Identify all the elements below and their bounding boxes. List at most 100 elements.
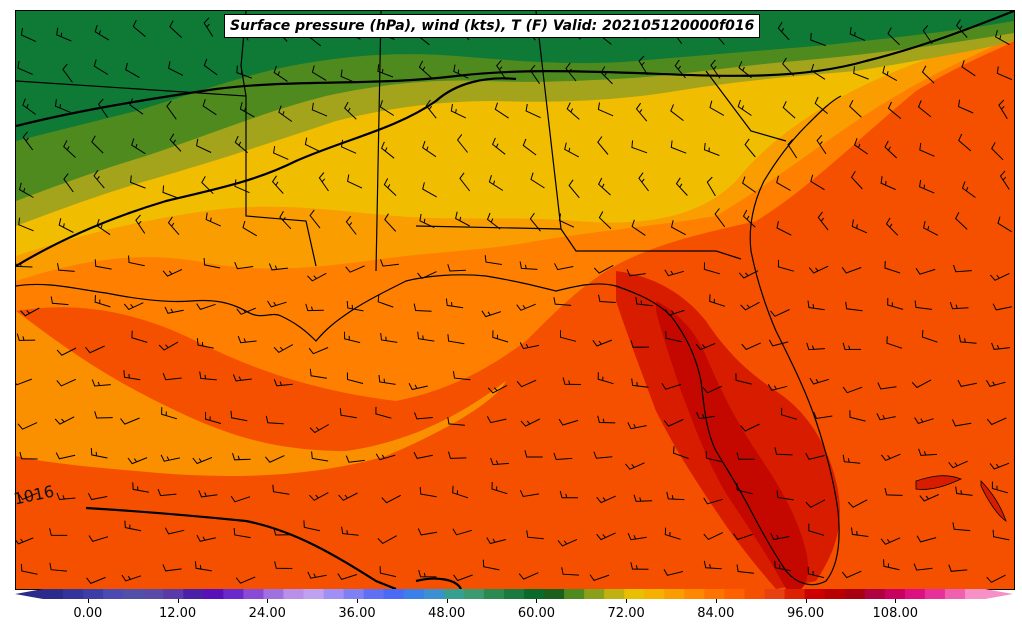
- isobar: [85, 506, 397, 589]
- wind-barb: [810, 174, 825, 191]
- wind-barb: [768, 339, 789, 347]
- wind-barb: [199, 371, 217, 381]
- wind-barb: [630, 340, 650, 348]
- wind-barb: [776, 490, 794, 501]
- wind-barb: [381, 494, 401, 504]
- wind-barb: [123, 302, 144, 311]
- wind-barb: [883, 559, 900, 571]
- wind-barb: [807, 566, 825, 579]
- wind-barb: [530, 172, 545, 189]
- wind-barb: [664, 309, 685, 316]
- colorbar-segment: [964, 589, 986, 599]
- wind-barb: [202, 99, 217, 116]
- coastline: [16, 95, 842, 586]
- wind-barb: [318, 172, 329, 192]
- wind-barb: [961, 60, 976, 77]
- wind-barb: [418, 569, 437, 578]
- wind-barb: [16, 333, 36, 341]
- wind-barb: [631, 378, 649, 388]
- colorbar-segment: [283, 589, 305, 599]
- wind-barb: [239, 102, 255, 118]
- wind-barb: [672, 446, 689, 459]
- wind-barb: [887, 27, 900, 46]
- wind-barb: [915, 268, 936, 275]
- wind-barb: [56, 27, 72, 42]
- wind-barb: [88, 535, 109, 542]
- colorbar-tick-label: 0.00: [73, 606, 103, 621]
- map-panel: [15, 10, 1015, 590]
- wind-barb: [886, 336, 903, 349]
- temp-field-dark-green: [16, 11, 1014, 141]
- wind-barb: [90, 447, 108, 459]
- colorbar-segment: [724, 589, 745, 599]
- wind-barb: [22, 131, 34, 151]
- colorbar-segment: [744, 589, 766, 599]
- wind-barb: [169, 133, 182, 152]
- wind-barb: [884, 260, 901, 274]
- wind-barb: [807, 300, 825, 311]
- wind-barb: [452, 485, 469, 499]
- wind-barb: [949, 301, 969, 310]
- wind-barb: [736, 452, 755, 460]
- colorbar-tickmark: [357, 599, 358, 603]
- state-border: [535, 11, 562, 230]
- colorbar-segment: [544, 589, 565, 599]
- wind-barb: [123, 370, 141, 381]
- colorbar-segment: [383, 589, 405, 599]
- colorbar-segment: [223, 589, 244, 599]
- wind-barb: [379, 100, 395, 116]
- wind-barb: [236, 65, 252, 79]
- state-border: [375, 11, 382, 272]
- wind-barb: [272, 484, 290, 495]
- wind-barb: [94, 259, 112, 270]
- wind-barb: [524, 450, 543, 458]
- wind-barb: [413, 303, 432, 312]
- colorbar-segment: [163, 589, 184, 599]
- wind-barb: [853, 66, 869, 80]
- wind-barb: [380, 332, 398, 343]
- wind-barb: [564, 142, 580, 158]
- wind-barb: [491, 137, 506, 155]
- wind-barb: [56, 347, 77, 356]
- wind-barb: [733, 533, 753, 541]
- wind-barb: [776, 221, 792, 236]
- wind-barb: [417, 271, 437, 280]
- wind-barb: [237, 335, 257, 344]
- wind-barb: [62, 63, 73, 83]
- wind-barb: [922, 25, 933, 45]
- wind-barb: [813, 411, 833, 420]
- wind-barb: [558, 418, 579, 426]
- wind-barb: [242, 220, 258, 237]
- wind-barb: [304, 137, 321, 152]
- colorbar-tick-label: 72.00: [607, 606, 645, 621]
- wind-barb: [558, 213, 575, 228]
- wind-barb: [917, 100, 932, 118]
- wind-barb: [958, 334, 977, 344]
- wind-barb: [273, 146, 289, 160]
- wind-barb: [345, 215, 357, 235]
- wind-barb: [597, 177, 611, 196]
- wind-barb: [311, 102, 328, 117]
- wind-barb: [770, 532, 790, 541]
- wind-barb: [565, 62, 577, 82]
- wind-barb: [132, 482, 149, 493]
- wind-barb: [885, 217, 899, 236]
- wind-barb: [516, 379, 537, 388]
- wind-barb: [706, 176, 716, 197]
- wind-barb: [709, 100, 725, 116]
- wind-barb: [234, 262, 254, 270]
- colorbar-segment: [884, 589, 906, 599]
- wind-barb: [597, 136, 609, 155]
- wind-barb: [842, 386, 863, 394]
- wind-barb: [526, 530, 544, 540]
- wind-barb: [58, 218, 74, 233]
- wind-barb: [490, 457, 509, 466]
- wind-barb: [881, 453, 901, 462]
- wind-barb: [232, 452, 251, 461]
- wind-barb: [914, 300, 932, 310]
- wind-barb: [877, 382, 897, 390]
- wind-barb: [96, 218, 111, 236]
- wind-barb: [17, 422, 38, 430]
- colorbar-segment: [824, 589, 846, 599]
- wind-barb: [882, 65, 898, 82]
